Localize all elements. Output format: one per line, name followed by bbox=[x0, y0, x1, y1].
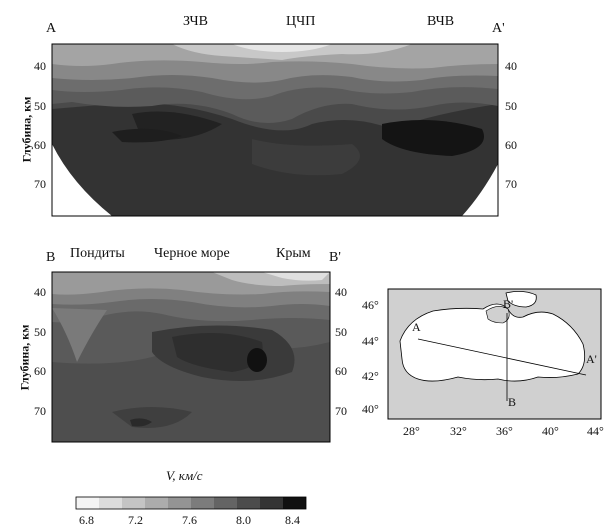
map-lon-28: 28° bbox=[403, 424, 420, 438]
section1-left-tick-40: 40 bbox=[34, 59, 46, 73]
map-lon-40: 40° bbox=[542, 424, 559, 438]
section2-top-label-black-sea: Черное море bbox=[154, 246, 230, 261]
section2-right-tick-60: 60 bbox=[335, 364, 347, 378]
section2-right-tick-40: 40 bbox=[335, 285, 347, 299]
map-lat-42: 42° bbox=[362, 369, 379, 383]
section2-right-tick-70: 70 bbox=[335, 404, 347, 418]
section1-top-label-zchv: ЗЧВ bbox=[183, 14, 208, 29]
section1-top-label-tschp: ЦЧП bbox=[286, 14, 316, 29]
section2-top-label-crimea: Крым bbox=[276, 246, 311, 261]
section2-velocity-plot bbox=[51, 271, 331, 443]
section1-left-tick-60: 60 bbox=[34, 138, 46, 152]
map-lon-32: 32° bbox=[450, 424, 467, 438]
map-label-b: B bbox=[508, 395, 517, 409]
black-sea-map bbox=[387, 288, 602, 420]
section1-right-label: A' bbox=[492, 21, 505, 36]
section1-left-tick-70: 70 bbox=[34, 177, 46, 191]
map-lon-36: 36° bbox=[496, 424, 513, 438]
section1-right-tick-40: 40 bbox=[505, 59, 517, 73]
section2-left-tick-70: 70 bbox=[34, 404, 46, 418]
section1-right-tick-60: 60 bbox=[505, 138, 517, 152]
colorbar-tick-7-6: 7.6 bbox=[182, 513, 197, 527]
section2-y-axis-label: Глубина, км bbox=[17, 324, 32, 391]
section2-right-label: B' bbox=[329, 250, 341, 265]
colorbar-tick-8-0: 8.0 bbox=[236, 513, 251, 527]
section2-left-tick-40: 40 bbox=[34, 285, 46, 299]
section1-velocity-plot bbox=[51, 43, 499, 217]
colorbar-title: V, км/с bbox=[166, 468, 203, 483]
section2-right-tick-50: 50 bbox=[335, 325, 347, 339]
section1-top-label-vchv: ВЧВ bbox=[427, 14, 455, 29]
colorbar-tick-8-4: 8.4 bbox=[285, 513, 300, 527]
section1-left-tick-50: 50 bbox=[34, 99, 46, 113]
map-lon-44: 44° bbox=[587, 424, 604, 438]
map-label-a-prime: A' bbox=[586, 352, 597, 366]
colorbar-tick-7-2: 7.2 bbox=[128, 513, 143, 527]
map-lat-46: 46° bbox=[362, 298, 379, 312]
section2-top-label-pondity: Пондиты bbox=[70, 246, 125, 261]
section2-left-tick-50: 50 bbox=[34, 325, 46, 339]
section1-y-axis-label: Глубина, км bbox=[19, 96, 34, 163]
colorbar-tick-6-8: 6.8 bbox=[79, 513, 94, 527]
map-lat-40: 40° bbox=[362, 402, 379, 416]
section1-right-tick-70: 70 bbox=[505, 177, 517, 191]
section1-right-tick-50: 50 bbox=[505, 99, 517, 113]
map-label-b-prime: B' bbox=[503, 297, 514, 311]
colorbar bbox=[75, 496, 307, 510]
map-label-a: A bbox=[412, 320, 421, 334]
section1-left-label: A bbox=[46, 21, 57, 36]
section2-left-tick-60: 60 bbox=[34, 364, 46, 378]
map-lat-44: 44° bbox=[362, 334, 379, 348]
section2-left-label: B bbox=[46, 250, 56, 265]
